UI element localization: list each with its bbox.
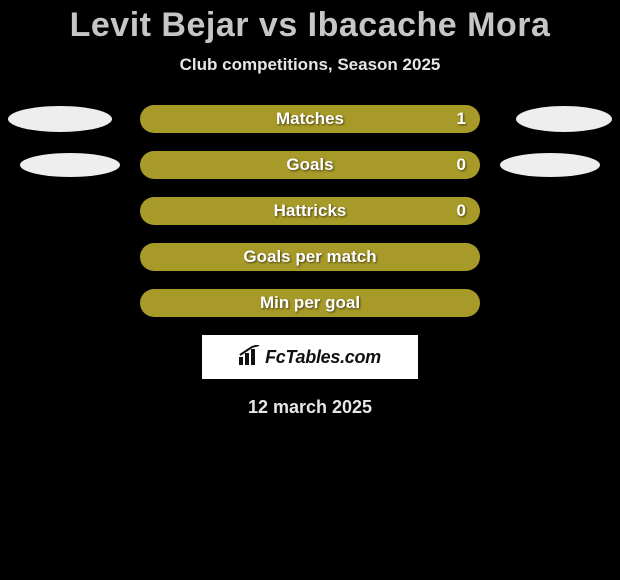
stat-row: Goals per match bbox=[0, 243, 620, 271]
stat-label: Hattricks bbox=[274, 201, 347, 221]
stat-bar: Goals 0 bbox=[140, 151, 480, 179]
stat-bar: Min per goal bbox=[140, 289, 480, 317]
stat-rows: Matches 1 Goals 0 Hattricks 0 Goals per … bbox=[0, 105, 620, 317]
chart-icon bbox=[239, 345, 261, 370]
date-text: 12 march 2025 bbox=[0, 397, 620, 418]
left-ellipse bbox=[20, 153, 120, 177]
stat-value: 1 bbox=[457, 109, 466, 129]
stat-bar: Matches 1 bbox=[140, 105, 480, 133]
stat-row: Goals 0 bbox=[0, 151, 620, 179]
stat-label: Goals bbox=[286, 155, 333, 175]
stat-value: 0 bbox=[457, 201, 466, 221]
stat-row: Hattricks 0 bbox=[0, 197, 620, 225]
stat-row: Min per goal bbox=[0, 289, 620, 317]
right-ellipse bbox=[500, 153, 600, 177]
stat-value: 0 bbox=[457, 155, 466, 175]
logo-text: FcTables.com bbox=[265, 347, 381, 368]
stat-label: Goals per match bbox=[243, 247, 376, 267]
stat-bar: Hattricks 0 bbox=[140, 197, 480, 225]
stat-label: Matches bbox=[276, 109, 344, 129]
stat-row: Matches 1 bbox=[0, 105, 620, 133]
subtitle: Club competitions, Season 2025 bbox=[0, 55, 620, 75]
logo-box: FcTables.com bbox=[202, 335, 418, 379]
page-title: Levit Bejar vs Ibacache Mora bbox=[0, 0, 620, 45]
stat-bar: Goals per match bbox=[140, 243, 480, 271]
left-ellipse bbox=[8, 106, 112, 132]
right-ellipse bbox=[516, 106, 612, 132]
stat-label: Min per goal bbox=[260, 293, 360, 313]
